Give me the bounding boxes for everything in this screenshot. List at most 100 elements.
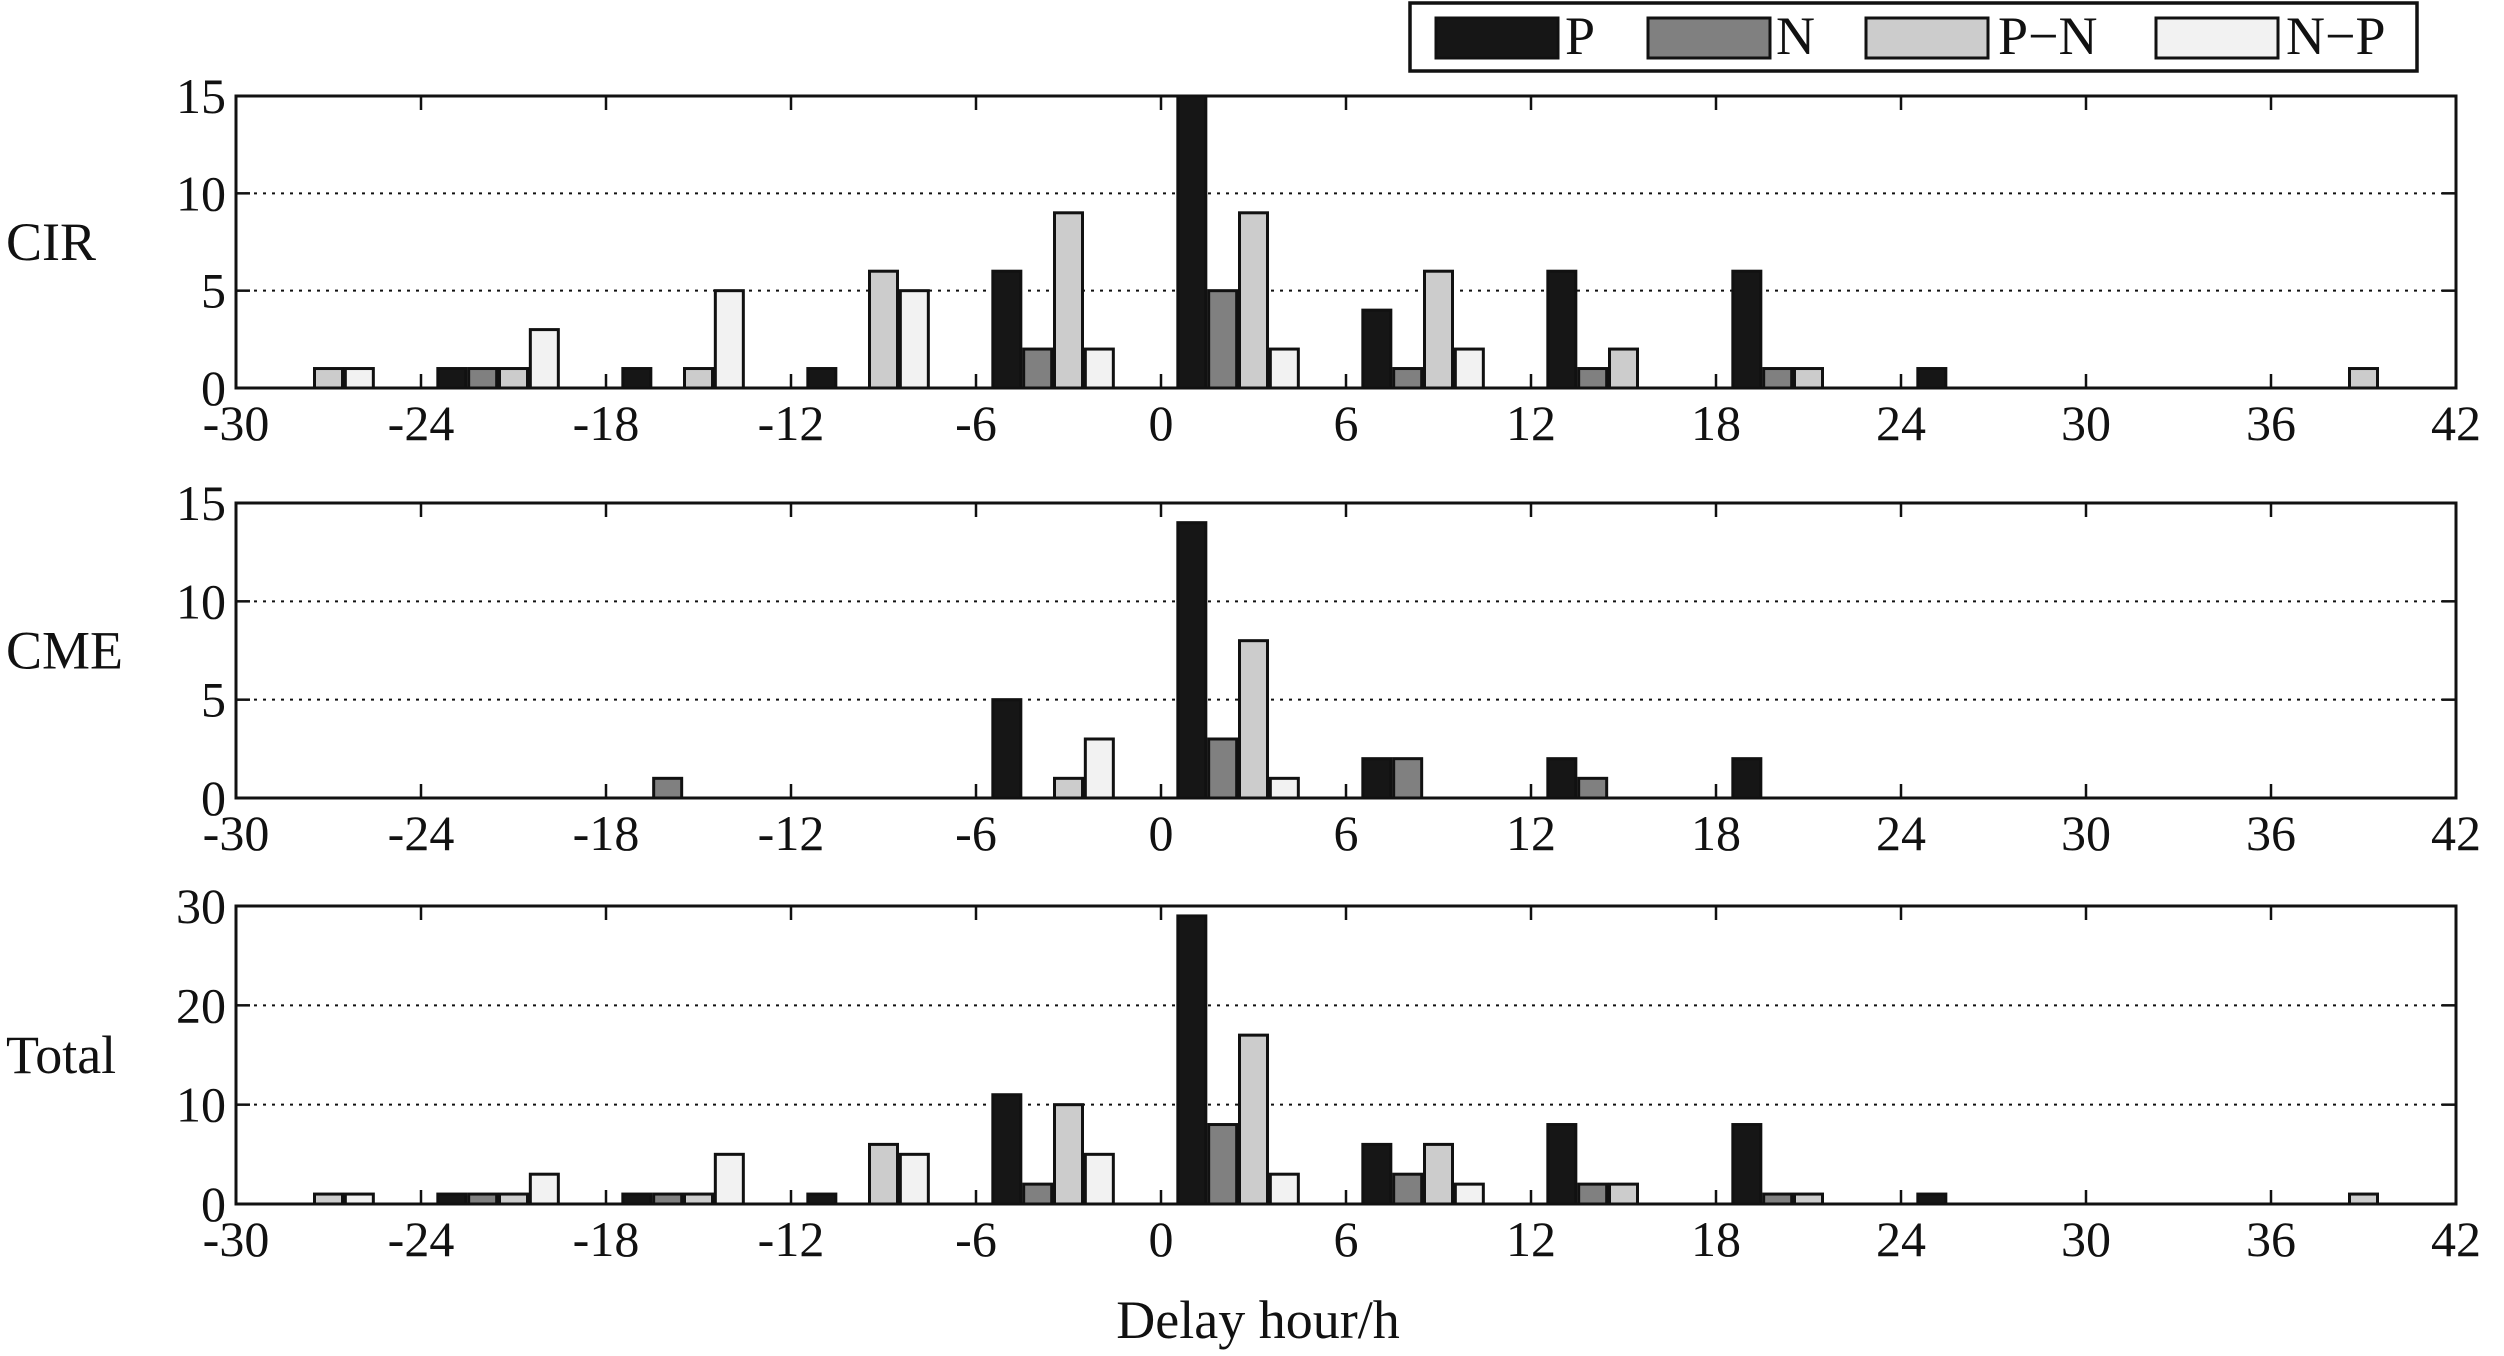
legend-swatch-3 bbox=[2154, 16, 2280, 60]
bar-p-1 bbox=[1176, 914, 1208, 1206]
y-tick-label: 20 bbox=[176, 977, 226, 1033]
bar-p-13 bbox=[1546, 757, 1578, 800]
plot-frame bbox=[234, 94, 2458, 390]
bar-np-4 bbox=[1268, 776, 1300, 800]
bar-p-19 bbox=[1731, 1123, 1763, 1206]
legend-label-0: P bbox=[1565, 6, 1595, 66]
legend-label-3: N−P bbox=[2286, 6, 2385, 66]
bar-n-2 bbox=[1207, 737, 1239, 800]
bar-pn-3 bbox=[1238, 639, 1269, 800]
bar-np-4 bbox=[1268, 1172, 1300, 1206]
bar-pn-39 bbox=[2348, 367, 2379, 390]
x-tick-label: -12 bbox=[758, 395, 825, 451]
bar-pn-21 bbox=[1793, 367, 1824, 390]
bar-pn-m3 bbox=[1053, 211, 1084, 390]
bar-p-1 bbox=[1176, 521, 1208, 800]
bar-p-19 bbox=[1731, 757, 1763, 800]
x-tick-label: 36 bbox=[2246, 1211, 2296, 1267]
x-tick-label: 6 bbox=[1334, 1211, 1359, 1267]
bar-p-m5 bbox=[991, 269, 1023, 390]
x-tick-label: -30 bbox=[203, 1211, 270, 1267]
bar-np-m14 bbox=[713, 1152, 745, 1206]
bar-pn-m9 bbox=[868, 269, 899, 390]
bar-p-7 bbox=[1361, 1142, 1393, 1206]
panels-group: 0 5 10 15 -30 -24 -18 -12 -6 0 6 12 18 24 30 36 42 CIR 0 5 1… bbox=[6, 68, 2481, 1267]
bar-n-20 bbox=[1762, 367, 1794, 390]
legend-swatch-2 bbox=[1864, 16, 1990, 60]
bar-n-m4 bbox=[1022, 1182, 1054, 1206]
x-tick-label: 36 bbox=[2246, 805, 2296, 861]
y-tick-label: 0 bbox=[201, 770, 226, 826]
bar-pn-15 bbox=[1608, 1182, 1639, 1206]
bar-np-m26 bbox=[343, 367, 375, 390]
x-tick-label: 42 bbox=[2431, 1211, 2481, 1267]
x-tick-label: 42 bbox=[2431, 395, 2481, 451]
x-tick-label: 6 bbox=[1334, 395, 1359, 451]
legend-swatch-1 bbox=[1646, 16, 1772, 60]
x-tick-label: -18 bbox=[573, 395, 640, 451]
bar-p-m17 bbox=[621, 367, 653, 390]
x-tick-label: 24 bbox=[1876, 1211, 1926, 1267]
x-tick-label: -12 bbox=[758, 1211, 825, 1267]
bar-n-8 bbox=[1392, 757, 1424, 800]
y-tick-label: 10 bbox=[176, 573, 226, 629]
x-tick-label: 30 bbox=[2061, 805, 2111, 861]
bar-p-13 bbox=[1546, 1123, 1578, 1206]
bar-n-m4 bbox=[1022, 347, 1054, 390]
x-tick-label: 36 bbox=[2246, 395, 2296, 451]
bar-pn-3 bbox=[1238, 1033, 1269, 1206]
bar-p-25 bbox=[1916, 367, 1948, 390]
panel-total: 0 10 20 30 -30 -24 -18 -12 -6 0 6 12 18 24 30 36 42 Total bbox=[6, 878, 2481, 1267]
legend-swatch-0 bbox=[1434, 16, 1560, 60]
bar-p-m11 bbox=[806, 367, 838, 390]
plot-frame bbox=[234, 501, 2458, 800]
bar-n-14 bbox=[1577, 1182, 1609, 1206]
bar-pn-m27 bbox=[313, 367, 344, 390]
bar-np-m8 bbox=[898, 289, 930, 390]
x-tick-label: 18 bbox=[1691, 805, 1741, 861]
y-tick-label: 0 bbox=[201, 1176, 226, 1232]
x-tick-label: -30 bbox=[203, 805, 270, 861]
panel-cir: 0 5 10 15 -30 -24 -18 -12 -6 0 6 12 18 24 30 36 42 CIR bbox=[6, 68, 2481, 451]
bar-p-7 bbox=[1361, 757, 1393, 800]
y-tick-label: 15 bbox=[176, 475, 226, 531]
bar-pn-m3 bbox=[1053, 1103, 1084, 1206]
bar-n-2 bbox=[1207, 289, 1239, 390]
x-tick-label: 30 bbox=[2061, 1211, 2111, 1267]
x-tick-label: 42 bbox=[2431, 805, 2481, 861]
bar-p-7 bbox=[1361, 308, 1393, 390]
x-tick-label: 30 bbox=[2061, 395, 2111, 451]
x-tick-label: -30 bbox=[203, 395, 270, 451]
legend-label-1: N bbox=[1776, 6, 1815, 66]
panel-label-total: Total bbox=[6, 1025, 116, 1085]
bar-p-m23 bbox=[436, 367, 468, 390]
x-tick-label: 24 bbox=[1876, 395, 1926, 451]
bar-np-4 bbox=[1268, 347, 1300, 390]
bar-n-14 bbox=[1577, 776, 1609, 800]
x-tick-label: -6 bbox=[955, 395, 997, 451]
x-tick-label: 18 bbox=[1691, 395, 1741, 451]
bar-n-8 bbox=[1392, 1172, 1424, 1206]
x-tick-label: 0 bbox=[1149, 805, 1174, 861]
x-tick-label: -24 bbox=[388, 805, 455, 861]
x-tick-label: -6 bbox=[955, 805, 997, 861]
bar-pn-m3 bbox=[1053, 776, 1084, 800]
bar-np-m8 bbox=[898, 1152, 930, 1206]
x-tick-label: 12 bbox=[1506, 395, 1556, 451]
bar-pn-9 bbox=[1423, 269, 1454, 390]
y-tick-label: 15 bbox=[176, 68, 226, 124]
x-tick-label: 12 bbox=[1506, 1211, 1556, 1267]
x-tick-label: -6 bbox=[955, 1211, 997, 1267]
x-tick-label: -18 bbox=[573, 1211, 640, 1267]
panel-label-cme: CME bbox=[6, 621, 123, 681]
y-tick-label: 10 bbox=[176, 1077, 226, 1133]
bar-pn-15 bbox=[1608, 347, 1639, 390]
bar-pn-m15 bbox=[683, 367, 714, 390]
bar-np-10 bbox=[1453, 347, 1485, 390]
bar-np-m20 bbox=[528, 328, 560, 390]
bar-np-m2 bbox=[1083, 737, 1115, 800]
bar-pn-m21 bbox=[498, 367, 529, 390]
bar-np-m2 bbox=[1083, 1152, 1115, 1206]
legend-label-2: P−N bbox=[1998, 6, 2097, 66]
